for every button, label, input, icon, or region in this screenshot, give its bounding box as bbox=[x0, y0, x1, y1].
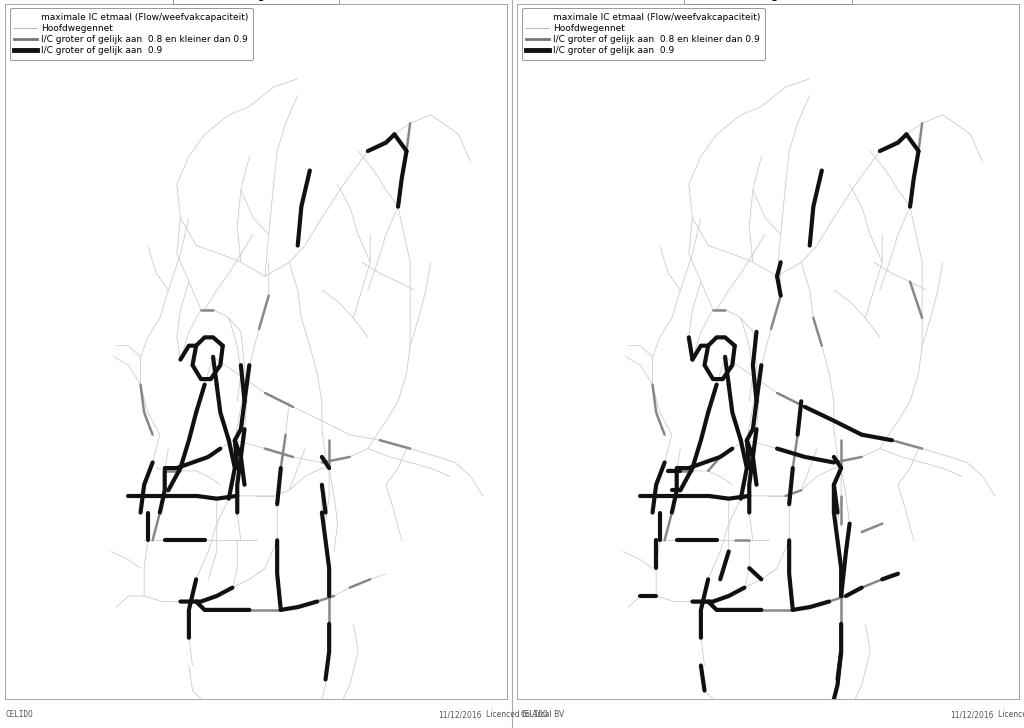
Legend: maximale IC etmaal (Flow/weefvakcapaciteit), Hoofdwegennet, I/C groter of gelijk: maximale IC etmaal (Flow/weefvakcapacite… bbox=[9, 8, 253, 60]
Text: Licenced to Arcal BV: Licenced to Arcal BV bbox=[998, 710, 1024, 719]
Text: 11/12/2016: 11/12/2016 bbox=[950, 710, 993, 719]
Title: LMS 2040 Hoog NMCA 2017: LMS 2040 Hoog NMCA 2017 bbox=[687, 0, 849, 1]
Text: CELIDO: CELIDO bbox=[520, 710, 548, 719]
Text: Licenced to Arcal BV: Licenced to Arcal BV bbox=[486, 710, 564, 719]
Text: 11/12/2016: 11/12/2016 bbox=[438, 710, 481, 719]
Legend: maximale IC etmaal (Flow/weefvakcapaciteit), Hoofdwegennet, I/C groter of gelijk: maximale IC etmaal (Flow/weefvakcapacite… bbox=[521, 8, 765, 60]
Title: LMS 2040 Laag NMCA 2017: LMS 2040 Laag NMCA 2017 bbox=[176, 0, 336, 1]
Text: CELIDO: CELIDO bbox=[5, 710, 33, 719]
